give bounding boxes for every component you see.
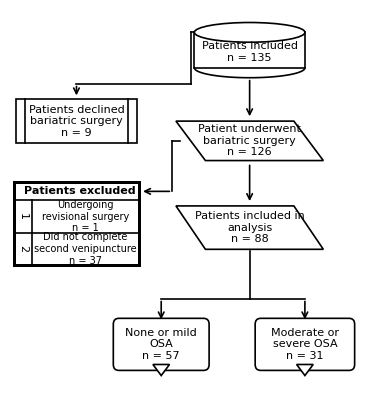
Text: 2: 2 [18,245,28,252]
Text: Patients excluded: Patients excluded [24,186,136,196]
FancyBboxPatch shape [255,318,355,370]
Text: 1: 1 [18,213,28,220]
Bar [16,100,137,143]
Text: Did not complete
second venipuncture
n = 37: Did not complete second venipuncture n =… [34,232,137,266]
Polygon shape [176,206,324,249]
Bar [194,32,305,68]
Text: Undergoing
revisional surgery
n = 1: Undergoing revisional surgery n = 1 [42,200,129,233]
Polygon shape [153,364,169,376]
Polygon shape [176,121,324,160]
FancyBboxPatch shape [113,318,209,370]
Text: Moderate or
severe OSA
n = 31: Moderate or severe OSA n = 31 [271,328,339,361]
Text: Patient underwent
bariatric surgery
n = 126: Patient underwent bariatric surgery n = … [198,124,301,158]
Text: Patients included
n = 135: Patients included n = 135 [202,41,298,63]
Text: None or mild
OSA
n = 57: None or mild OSA n = 57 [125,328,197,361]
Text: Patients declined
bariatric surgery
n = 9: Patients declined bariatric surgery n = … [28,104,124,138]
Polygon shape [297,364,313,376]
Ellipse shape [194,22,305,42]
Text: Patients included in
analysis
n = 88: Patients included in analysis n = 88 [195,211,304,244]
Bar [14,182,139,265]
